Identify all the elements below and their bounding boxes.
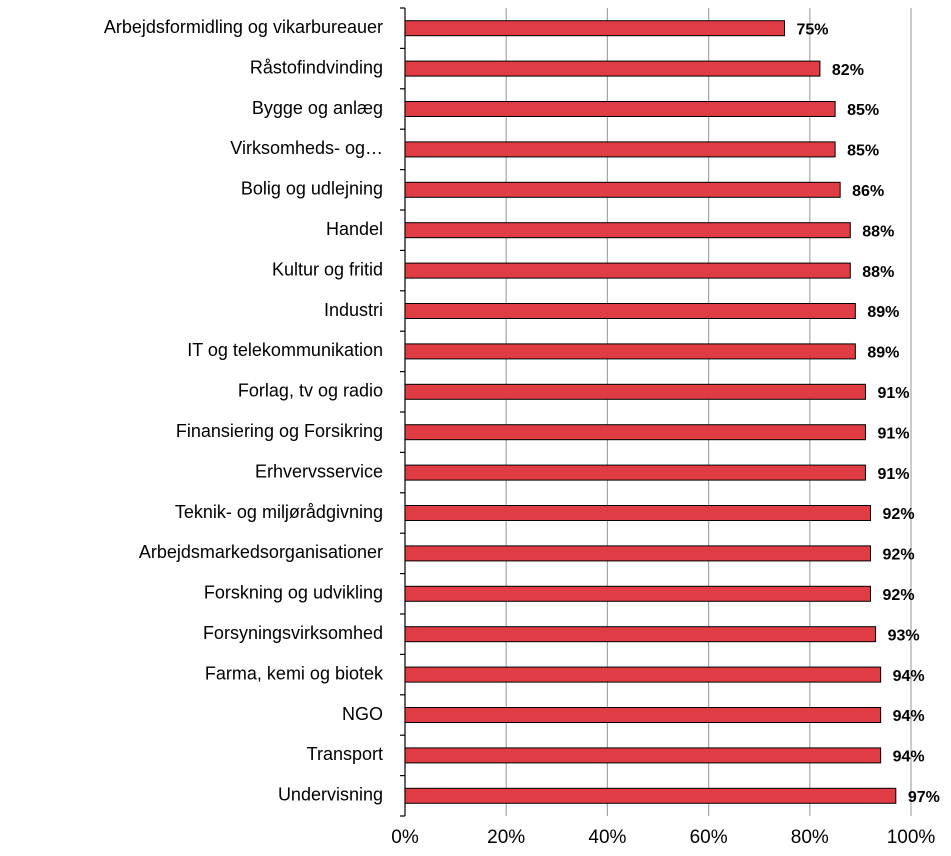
category-label: Virksomheds- og… — [230, 138, 383, 158]
bar — [404, 303, 856, 319]
value-label: 92% — [883, 547, 915, 564]
bar — [404, 222, 851, 239]
bar — [404, 505, 872, 521]
bar — [404, 747, 882, 764]
value-label: 82% — [832, 62, 864, 79]
bar — [404, 787, 897, 804]
value-label: 94% — [893, 708, 925, 725]
bar — [404, 141, 836, 158]
bar — [404, 20, 785, 37]
category-label: Finansiering og Forsikring — [176, 421, 383, 441]
value-label: 75% — [797, 21, 829, 38]
bar — [404, 181, 841, 198]
category-label: Råstofindvinding — [250, 57, 383, 77]
x-tick-label: 60% — [690, 827, 728, 848]
value-label: 97% — [908, 789, 940, 806]
value-label: 89% — [867, 345, 899, 362]
category-label: NGO — [342, 704, 383, 724]
value-label: 88% — [862, 264, 894, 281]
bar — [404, 60, 821, 77]
x-tick-label: 100% — [887, 827, 936, 848]
category-label: Undervisning — [278, 785, 383, 805]
value-label: 89% — [867, 304, 899, 321]
category-label: Arbejdsmarkedsorganisationer — [139, 542, 383, 562]
x-tick-label: 80% — [791, 827, 829, 848]
value-label: 92% — [883, 506, 915, 523]
value-label: 91% — [877, 385, 909, 402]
bar — [404, 262, 851, 279]
bar — [404, 585, 872, 602]
bar — [404, 343, 856, 360]
value-label: 93% — [888, 627, 920, 644]
value-label: 85% — [847, 143, 879, 160]
category-label: Bygge og anlæg — [252, 98, 383, 118]
category-label: IT og telekommunikation — [187, 340, 383, 360]
value-label: 86% — [852, 183, 884, 200]
x-tick-label: 40% — [588, 827, 626, 848]
category-label: Erhvervsservice — [255, 461, 383, 481]
value-label: 88% — [862, 223, 894, 240]
bar — [404, 707, 882, 723]
category-label: Kultur og fritid — [272, 259, 383, 279]
category-label: Forskning og udvikling — [204, 583, 383, 603]
category-label: Farma, kemi og biotek — [205, 663, 384, 683]
value-label: 85% — [847, 102, 879, 119]
category-label: Industri — [324, 300, 383, 320]
category-label: Transport — [307, 744, 383, 764]
category-label: Arbejdsformidling og vikarbureauer — [104, 17, 383, 37]
bar — [404, 424, 866, 441]
bar — [404, 464, 866, 481]
category-label: Teknik- og miljørådgivning — [175, 502, 383, 522]
category-label: Bolig og udlejning — [241, 179, 383, 199]
bar — [404, 626, 877, 643]
bar — [404, 545, 872, 562]
value-label: 94% — [893, 668, 925, 685]
value-label: 92% — [883, 587, 915, 604]
value-label: 94% — [893, 749, 925, 766]
value-label: 91% — [877, 425, 909, 442]
value-label: 91% — [877, 466, 909, 483]
category-label: Forlag, tv og radio — [238, 381, 383, 401]
category-label: Handel — [326, 219, 383, 239]
category-label: Forsyningsvirksomhed — [203, 623, 383, 643]
x-tick-label: 20% — [487, 827, 525, 848]
bar — [404, 666, 882, 683]
bar — [404, 101, 836, 117]
bar — [404, 383, 866, 400]
x-tick-label: 0% — [391, 827, 419, 848]
